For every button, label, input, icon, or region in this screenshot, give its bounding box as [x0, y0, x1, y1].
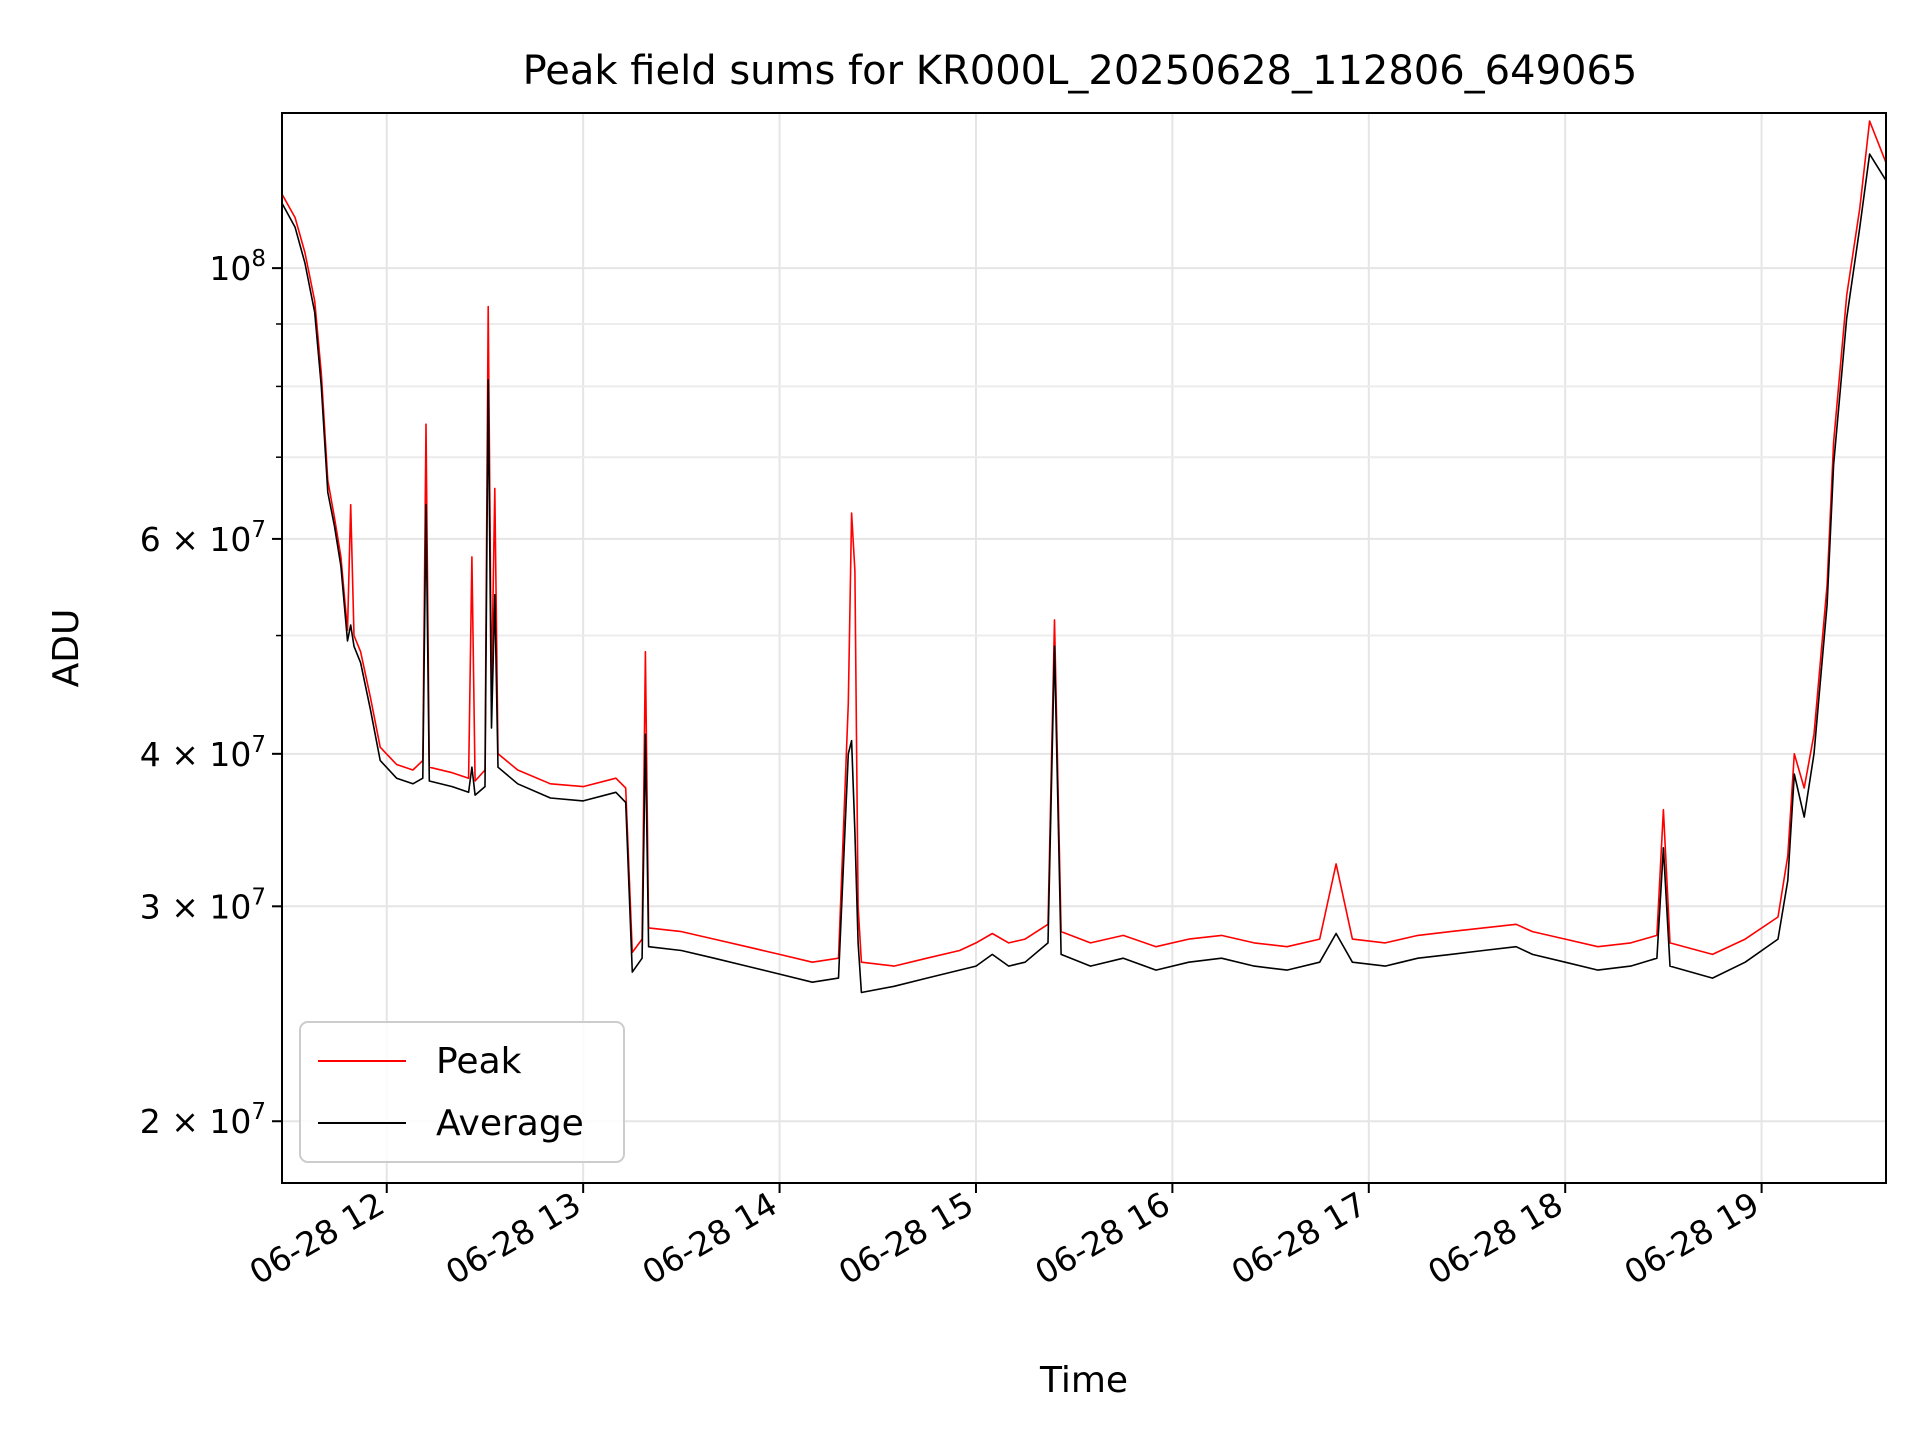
x-axis-label: Time — [1039, 1360, 1128, 1401]
y-tick-exponent: 7 — [251, 1099, 266, 1125]
legend-label-average: Average — [436, 1103, 584, 1144]
legend-label-peak: Peak — [436, 1041, 522, 1082]
y-tick-label: 4 × 107 — [140, 732, 266, 774]
series-line-average — [281, 153, 1887, 994]
series-layer — [281, 120, 1887, 994]
y-axis-label: ADU — [46, 609, 87, 688]
y-tick-label: 6 × 107 — [140, 517, 266, 559]
legend: Peak Average — [299, 1021, 625, 1163]
plot-frame — [281, 112, 1887, 1184]
y-tick-exponent: 7 — [251, 517, 266, 543]
y-tick-exponent: 7 — [251, 732, 266, 758]
chart-title: Peak field sums for KR000L_20250628_1128… — [523, 48, 1638, 94]
y-tick-label: 2 × 107 — [140, 1099, 266, 1141]
legend-box — [299, 1021, 625, 1163]
y-tick-label: 3 × 107 — [140, 884, 266, 926]
y-tick-exponent: 8 — [251, 246, 266, 272]
series-line-peak — [281, 120, 1887, 967]
y-tick-exponent: 7 — [251, 884, 266, 910]
